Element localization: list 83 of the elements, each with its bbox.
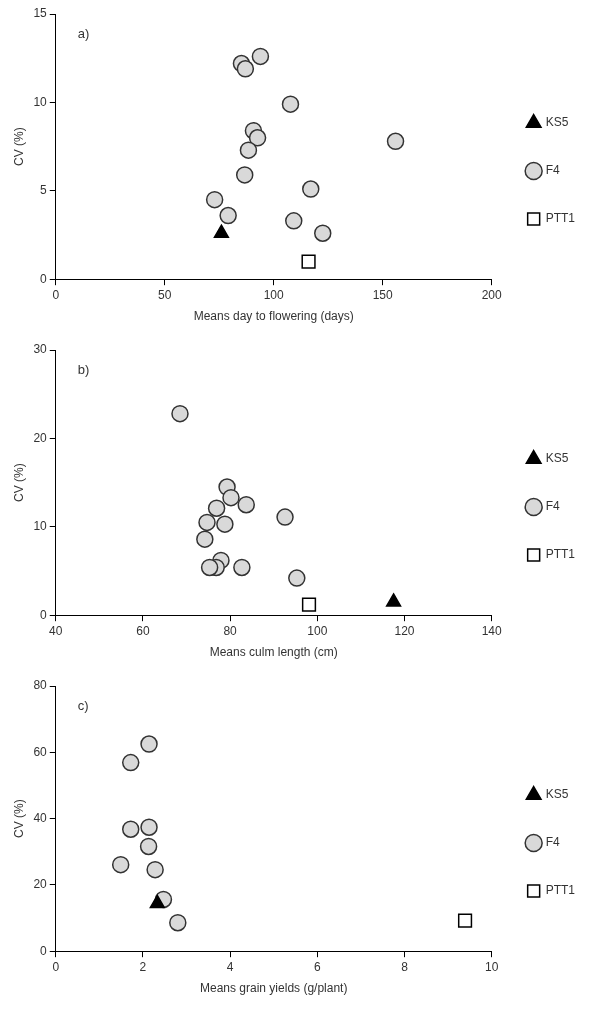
annotation: a) (77, 26, 90, 42)
y-tick-label: 10 (33, 519, 48, 534)
y-axis-title: CV (%) (11, 799, 26, 838)
annotation: c) (77, 698, 89, 714)
point (171, 404, 189, 423)
point (149, 894, 165, 909)
x-tick-label: 200 (481, 287, 502, 302)
point (139, 837, 158, 856)
point (216, 515, 234, 533)
legend-label: KS5 (545, 787, 569, 802)
y-tick-label: 20 (33, 877, 48, 892)
point (248, 129, 267, 147)
point (235, 166, 254, 184)
point (385, 593, 402, 607)
y-axis-title: CV (%) (11, 127, 26, 166)
point (236, 60, 255, 78)
point (281, 95, 300, 113)
x-tick-label: 2 (139, 959, 147, 974)
x-tick-label: 120 (394, 623, 415, 638)
y-tick-label: 30 (33, 342, 48, 357)
y-tick-label: 60 (33, 744, 48, 759)
legend-label: PTT1 (545, 547, 576, 562)
y-tick-label: 20 (33, 430, 48, 445)
point (140, 735, 158, 753)
x-axis-title: Means day to flowering (days) (193, 309, 354, 324)
point (200, 558, 219, 577)
point (121, 753, 140, 772)
x-tick-label: 100 (263, 287, 285, 302)
x-tick-label: 0 (52, 287, 60, 302)
point (207, 499, 226, 517)
legend-label: PTT1 (545, 883, 576, 898)
point (301, 254, 316, 269)
point (222, 488, 240, 507)
point (288, 569, 306, 587)
y-tick-label: 15 (33, 6, 48, 21)
annotation: b) (77, 362, 90, 378)
point (302, 180, 320, 198)
y-tick-label: 10 (33, 94, 48, 109)
legend-label: F4 (545, 163, 560, 178)
x-tick-label: 10 (484, 959, 499, 974)
x-tick-label: 150 (372, 287, 394, 302)
y-tick-label: 0 (40, 271, 48, 286)
y-tick-label: 0 (40, 607, 48, 622)
x-tick-label: 0 (52, 959, 60, 974)
point (251, 47, 270, 66)
y-tick-label: 80 (33, 678, 48, 693)
x-tick-label: 140 (481, 623, 502, 638)
point (457, 913, 473, 928)
x-tick-label: 100 (307, 623, 328, 638)
point (146, 860, 164, 879)
x-axis-title: Means grain yields (g/plant) (200, 981, 348, 996)
point (237, 495, 255, 514)
legend-label: PTT1 (545, 211, 576, 226)
point (301, 597, 317, 612)
x-tick-label: 80 (223, 623, 238, 638)
point (276, 508, 294, 526)
point (198, 513, 216, 532)
point (140, 818, 158, 836)
x-tick-label: 50 (158, 287, 172, 302)
y-tick-label: 0 (40, 943, 48, 958)
x-tick-label: 6 (313, 959, 321, 974)
x-tick-label: 4 (226, 959, 234, 974)
x-tick-label: 60 (136, 623, 150, 638)
point (205, 190, 224, 209)
point (196, 530, 214, 548)
point (233, 558, 251, 577)
x-tick-label: 8 (401, 959, 409, 974)
legend-label: KS5 (545, 115, 569, 130)
point (314, 224, 332, 242)
point (239, 141, 258, 159)
point (121, 820, 140, 838)
legend-label: F4 (545, 835, 560, 850)
point (219, 206, 237, 225)
point (386, 132, 405, 151)
y-tick-label: 5 (40, 183, 48, 198)
y-axis-title: CV (%) (11, 463, 26, 502)
legend-label: KS5 (545, 451, 569, 466)
y-tick-label: 40 (33, 810, 48, 825)
point (169, 913, 187, 932)
point (111, 855, 130, 874)
legend-label: F4 (545, 499, 560, 514)
point (285, 212, 303, 230)
x-axis-title: Means culm length (cm) (209, 645, 338, 660)
